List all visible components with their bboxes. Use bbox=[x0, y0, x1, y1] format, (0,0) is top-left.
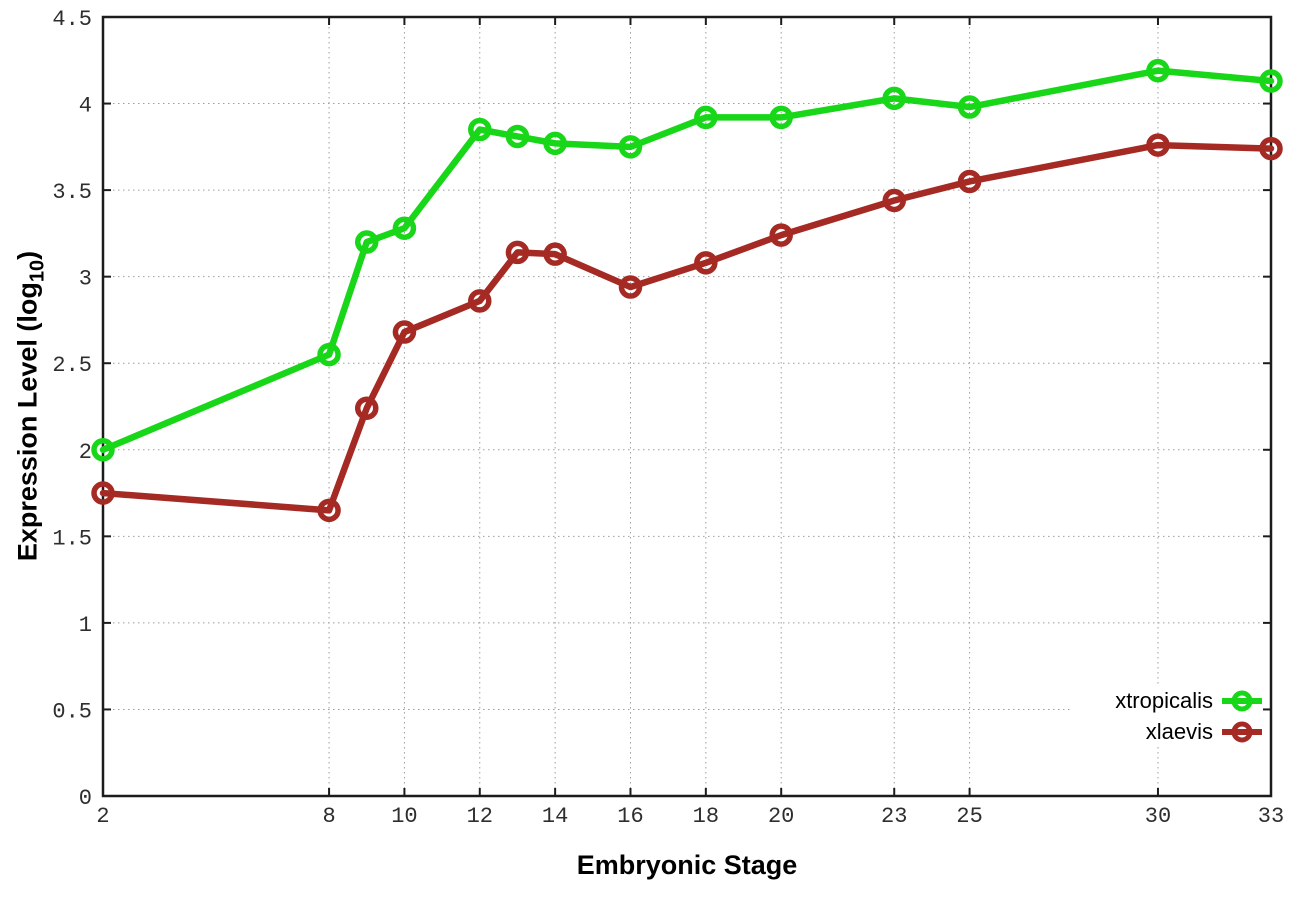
data-point-xlaevis-stage-10 bbox=[392, 320, 417, 344]
data-point-xlaevis-stage-9 bbox=[354, 396, 379, 420]
legend-label-xlaevis: xlaevis bbox=[1145, 718, 1213, 744]
series-line-xtropicalis bbox=[99, 67, 1275, 454]
data-point-xlaevis-stage-13 bbox=[505, 240, 530, 265]
x-tick-label: 16 bbox=[617, 804, 643, 829]
data-point-xtropicalis-stage-20 bbox=[769, 105, 793, 130]
data-point-xtropicalis-stage-12 bbox=[468, 117, 492, 142]
series-line-xlaevis bbox=[99, 141, 1275, 514]
x-tick-label: 25 bbox=[956, 804, 982, 829]
y-tick-label: 4 bbox=[79, 94, 92, 119]
data-point-xtropicalis-stage-10 bbox=[392, 216, 417, 240]
legend-ring-marker-icon bbox=[1231, 721, 1253, 742]
x-tick-label: 2 bbox=[96, 804, 109, 829]
line-marker-icon bbox=[1222, 719, 1262, 745]
data-point-xlaevis-stage-8 bbox=[317, 498, 341, 523]
data-point-xlaevis-stage-25 bbox=[957, 169, 982, 194]
data-point-xlaevis-stage-2 bbox=[91, 481, 115, 505]
data-point-xtropicalis-stage-23 bbox=[882, 86, 906, 111]
x-tick-label: 8 bbox=[322, 804, 335, 829]
x-tick-label: 20 bbox=[768, 804, 794, 829]
plot-border bbox=[101, 15, 1273, 798]
x-tick-label: 10 bbox=[391, 804, 417, 829]
data-point-xtropicalis-stage-16 bbox=[618, 135, 643, 159]
y-axis-title-suffix: ) bbox=[12, 250, 43, 260]
y-tick-label: 0 bbox=[79, 786, 92, 811]
x-tick-label: 14 bbox=[542, 804, 568, 829]
y-axis-title-text: Expression Level (log bbox=[12, 282, 43, 562]
data-point-xlaevis-stage-16 bbox=[618, 275, 643, 299]
y-tick-label: 1.5 bbox=[52, 526, 92, 551]
y-axis-title-subscript: 10 bbox=[26, 259, 49, 283]
x-tick-label: 23 bbox=[881, 804, 907, 829]
legend-entry-xlaevis: xlaevis bbox=[1115, 716, 1262, 747]
data-point-xtropicalis-stage-30 bbox=[1146, 58, 1170, 83]
y-axis-title: Expression Level (log10) bbox=[13, 251, 50, 561]
y-tick-label: 2.5 bbox=[52, 353, 92, 378]
y-tick-label: 3 bbox=[79, 267, 92, 292]
y-tick-label: 4.5 bbox=[52, 7, 92, 32]
data-point-xtropicalis-stage-18 bbox=[694, 105, 718, 130]
legend-ring-marker-icon bbox=[1231, 690, 1253, 711]
data-point-xlaevis-stage-23 bbox=[882, 188, 906, 213]
data-point-xlaevis-stage-18 bbox=[694, 251, 718, 275]
y-tick-label: 0.5 bbox=[52, 699, 92, 724]
data-point-xlaevis-stage-14 bbox=[543, 242, 567, 266]
line-marker-icon bbox=[1222, 688, 1262, 714]
x-tick-label: 18 bbox=[693, 804, 719, 829]
data-point-xtropicalis-stage-8 bbox=[317, 342, 341, 367]
x-tick-label: 12 bbox=[467, 804, 493, 829]
x-tick-label: 30 bbox=[1145, 804, 1171, 829]
legend-label-xtropicalis: xtropicalis bbox=[1115, 687, 1213, 713]
data-point-xtropicalis-stage-13 bbox=[505, 124, 530, 149]
data-point-xtropicalis-stage-14 bbox=[543, 131, 567, 156]
x-axis-title: Embryonic Stage bbox=[576, 850, 798, 880]
data-point-xtropicalis-stage-2 bbox=[91, 438, 115, 462]
y-tick-label: 2 bbox=[79, 440, 92, 465]
data-point-xtropicalis-stage-33 bbox=[1259, 69, 1283, 93]
x-tick-label: 33 bbox=[1258, 804, 1284, 829]
data-point-xtropicalis-stage-25 bbox=[957, 95, 982, 119]
data-point-xlaevis-stage-20 bbox=[769, 223, 793, 247]
y-tick-label: 1 bbox=[79, 613, 92, 638]
data-point-xlaevis-stage-33 bbox=[1259, 136, 1283, 161]
data-point-xlaevis-stage-12 bbox=[468, 289, 492, 313]
data-point-xtropicalis-stage-9 bbox=[354, 230, 379, 254]
legend: xtropicalis xlaevis bbox=[1070, 685, 1262, 747]
legend-entry-xtropicalis: xtropicalis bbox=[1115, 685, 1262, 716]
data-point-xlaevis-stage-30 bbox=[1146, 133, 1170, 157]
y-tick-label: 3.5 bbox=[52, 180, 92, 205]
